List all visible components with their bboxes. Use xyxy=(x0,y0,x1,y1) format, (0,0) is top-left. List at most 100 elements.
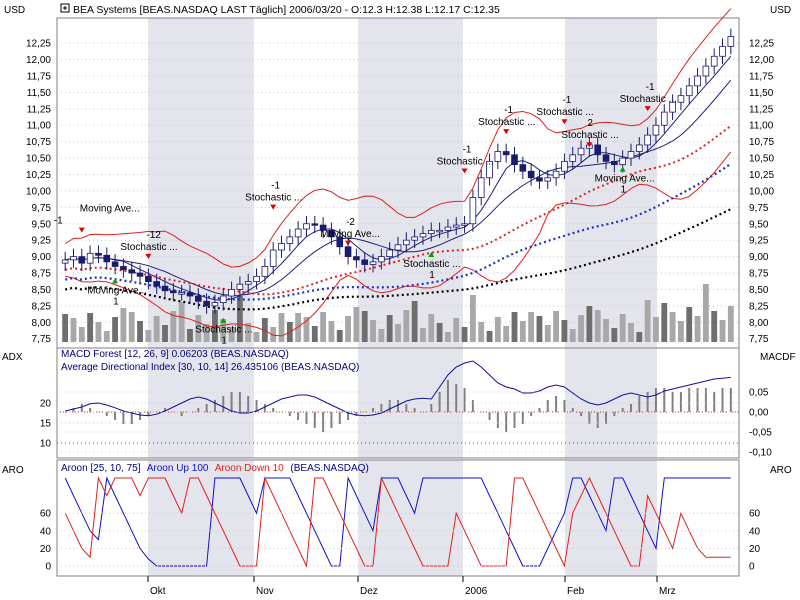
aroon-tick-left: 0 xyxy=(45,562,51,573)
panel-frames xyxy=(56,17,740,577)
volume-bar xyxy=(611,328,618,342)
adx-panel-title: Average Directional Index [30, 10, 14] 2… xyxy=(61,362,359,373)
month-band xyxy=(565,18,657,348)
macd-tick: -0,05 xyxy=(749,428,772,439)
unit-right: USD xyxy=(770,5,791,16)
sell-signal-arrow xyxy=(145,253,152,259)
volume-bar xyxy=(87,313,94,342)
volume-bar xyxy=(536,316,543,342)
volume-bar xyxy=(403,310,410,342)
candle-body xyxy=(727,36,735,47)
signal-label: Stochastic ... xyxy=(478,117,535,128)
price-tick-left: 12,00 xyxy=(26,55,51,66)
time-label: Dez xyxy=(360,586,378,597)
adx-tick: 10 xyxy=(40,439,52,450)
price-tick-left: 9,75 xyxy=(32,203,52,214)
candle-body xyxy=(336,236,344,248)
aroon-tick-left: 60 xyxy=(40,509,52,520)
volume-bar xyxy=(328,321,335,342)
buy-signal-arrow xyxy=(619,166,626,172)
candle-body xyxy=(228,289,235,297)
signal-label: Moving Ave... xyxy=(320,229,380,240)
candle-body xyxy=(70,256,77,261)
price-tick-left: 10,00 xyxy=(26,186,51,197)
price-tick-right: 10,50 xyxy=(749,154,774,165)
volume-bar xyxy=(203,324,210,342)
price-tick-left: 11,50 xyxy=(27,88,52,99)
candle-body xyxy=(120,266,127,271)
adx-tick: 20 xyxy=(40,399,52,410)
month-bands xyxy=(148,18,657,576)
price-tick-left: 9,25 xyxy=(32,236,52,247)
candle-body xyxy=(677,95,685,103)
signal-label: Moving Ave... xyxy=(595,174,655,185)
candle-body xyxy=(369,261,377,265)
signal-count: 2 xyxy=(587,118,593,129)
candlesticks xyxy=(61,28,735,314)
aroon-tick-right: 0 xyxy=(749,562,755,573)
volume-bar xyxy=(245,323,252,342)
volume-bar xyxy=(62,314,69,342)
candle-body xyxy=(95,252,102,256)
aroon-tick-left: 40 xyxy=(40,526,52,537)
signal-label: Stochastic ... xyxy=(561,130,618,141)
aroon-tick-right: 60 xyxy=(749,509,761,520)
aroon-axis-label-left: ARO xyxy=(2,465,24,476)
volume-bar xyxy=(112,317,118,342)
macd-adx-panel: ADX MACDF MACD Forest [12, 26, 9] 0.0620… xyxy=(2,349,796,373)
macd-panel-title: MACD Forest [12, 26, 9] 0.06203 (BEAS.NA… xyxy=(61,349,289,360)
volume-bars xyxy=(62,284,734,342)
volume-bar xyxy=(628,323,634,342)
price-tick-right: 12,00 xyxy=(749,55,774,66)
price-tick-left: 11,75 xyxy=(27,71,52,82)
candle-body xyxy=(294,228,302,238)
candle-body xyxy=(511,154,518,166)
signal-count: 1 xyxy=(429,270,435,281)
volume-bar xyxy=(95,322,102,342)
macd-axis-ticks: 0,05 0,00 -0,05 -0,10 xyxy=(57,388,772,459)
volume-bar xyxy=(178,302,185,342)
chart-header: USD BEA Systems [BEAS.NASDAQ LAST Täglic… xyxy=(4,3,791,16)
volume-bar xyxy=(702,284,709,342)
volume-bar xyxy=(619,314,626,342)
month-band xyxy=(565,348,657,458)
sell-signal-arrow xyxy=(561,119,568,125)
volume-bar xyxy=(320,312,327,342)
aroon-tick-right: 20 xyxy=(749,544,761,555)
signal-count: -1 xyxy=(463,145,472,156)
candle-body xyxy=(244,281,252,285)
price-tick-left: 10,25 xyxy=(26,170,51,181)
candle-body xyxy=(186,292,194,297)
signal-label: Moving Ave... xyxy=(87,285,147,296)
volume-bar xyxy=(170,311,177,342)
candle-body xyxy=(403,239,410,246)
aroon-title-suffix: (BEAS.NASDAQ) xyxy=(290,463,368,474)
sell-signal-arrow xyxy=(345,240,352,246)
volume-bar xyxy=(445,332,451,342)
volume-bar xyxy=(469,295,476,342)
candle-body xyxy=(361,259,369,265)
signal-count: 1 xyxy=(113,296,119,307)
volume-bar xyxy=(295,313,302,342)
macd-tick: -0,10 xyxy=(749,448,772,459)
volume-bar xyxy=(187,329,193,342)
candle-body xyxy=(611,160,618,166)
candle-body xyxy=(378,256,385,263)
candle-body xyxy=(211,302,219,307)
candle-body xyxy=(635,144,643,152)
price-tick-left: 12,25 xyxy=(26,39,51,50)
candle-body xyxy=(444,226,452,231)
volume-bar xyxy=(461,327,468,342)
candle-body xyxy=(278,243,285,251)
aroon-tick-right: 40 xyxy=(749,526,761,537)
volume-bar xyxy=(603,319,609,342)
signal-label: -1 xyxy=(54,216,63,227)
candle-body xyxy=(111,261,119,267)
volume-bar xyxy=(586,306,593,342)
volume-bar xyxy=(544,325,551,342)
candle-body xyxy=(494,151,502,162)
buy-signal-arrow xyxy=(220,317,227,323)
volume-bar xyxy=(411,301,418,342)
volume-bar xyxy=(727,306,734,342)
